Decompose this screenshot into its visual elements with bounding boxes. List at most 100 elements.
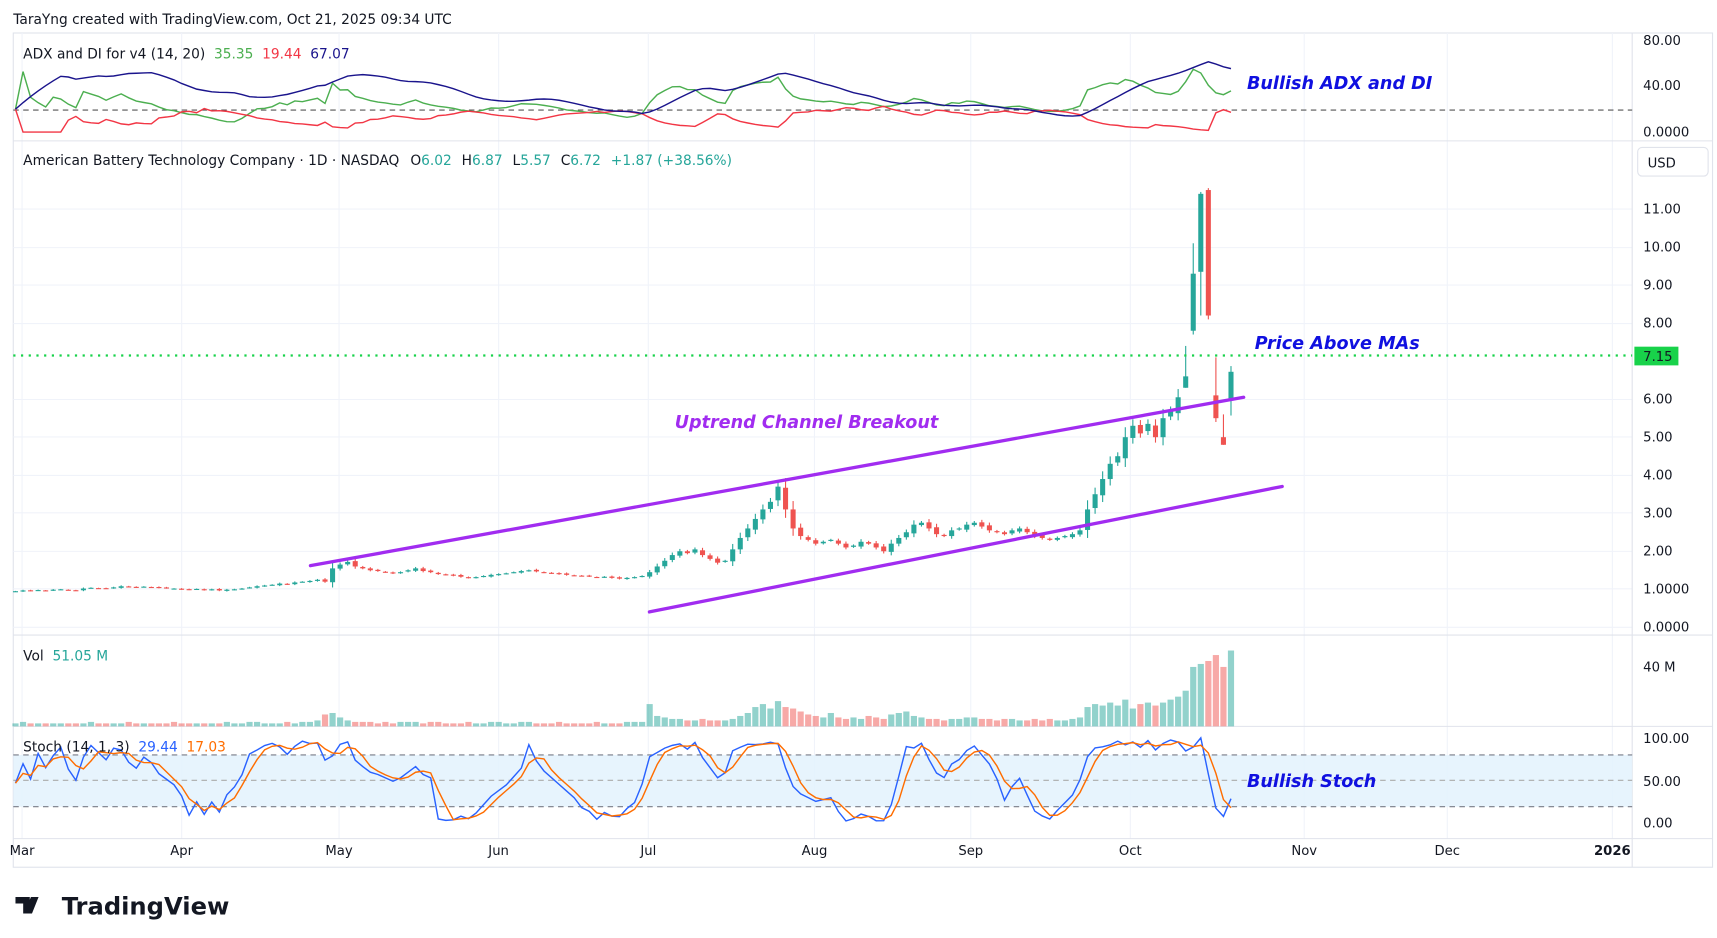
volume-bar	[563, 723, 570, 727]
candle-body	[367, 568, 373, 571]
candle-body	[526, 570, 532, 572]
volume-bar	[767, 708, 774, 727]
candle-body	[654, 566, 660, 573]
volume-bar	[918, 717, 925, 727]
candle-body	[390, 572, 396, 574]
candle-body	[88, 587, 94, 589]
volume-bar	[65, 723, 72, 727]
chart-frame	[12, 32, 1714, 868]
candle-body	[511, 572, 517, 574]
volume-bar	[706, 720, 714, 727]
channel-annotation[interactable]: Uptrend Channel Breakout	[675, 413, 939, 433]
volume-bar	[163, 723, 170, 727]
candle-body	[956, 528, 962, 530]
tradingview-logo[interactable]: TradingView	[15, 893, 229, 921]
candle-body	[163, 587, 170, 589]
stoch-pane[interactable]: Stoch (14, 1, 3) 29.44 17.03 Bullish Sto…	[13, 732, 1689, 832]
volume-bar	[1197, 663, 1204, 727]
volume-bar	[412, 721, 419, 727]
candle-body	[881, 546, 887, 552]
volume-bar	[722, 720, 729, 727]
candle-body	[201, 589, 207, 591]
time-axis[interactable]: Mar Apr May Jun Jul Aug Sep Oct Nov Dec 2026	[10, 844, 1631, 859]
volume-bar	[291, 723, 298, 727]
adx-pane[interactable]: ADX and DI for v4 (14, 20) 35.35 19.44 6…	[13, 34, 1689, 140]
adx-annotation[interactable]: Bullish ADX and DI	[1247, 74, 1433, 94]
candle-body	[911, 524, 917, 534]
candle-body	[873, 543, 879, 548]
volume-bar	[72, 723, 79, 727]
channel-upper-line[interactable]	[308, 395, 1246, 568]
channel-lower-line[interactable]	[647, 484, 1284, 614]
price-pane[interactable]: American Battery Technology Company · 1D…	[12, 146, 1709, 636]
candle-body	[1077, 530, 1083, 535]
candle-body	[126, 586, 132, 588]
volume-bar	[1107, 702, 1114, 727]
price-axis-label: 5.00	[1643, 431, 1672, 446]
volume-bar	[714, 720, 721, 727]
price-axis-label: 4.00	[1643, 469, 1672, 484]
volume-bar	[925, 718, 933, 727]
candle-body	[262, 585, 268, 587]
volume-bar	[148, 723, 155, 727]
candle-body	[246, 587, 253, 589]
candle-body	[828, 539, 834, 541]
volume-bar	[744, 712, 751, 727]
volume-bar	[631, 721, 638, 727]
ma-annotation[interactable]: Price Above MAs	[1255, 334, 1420, 354]
price-legend: American Battery Technology Company · 1D…	[23, 153, 732, 169]
candle-body	[548, 572, 555, 574]
candle-body	[669, 555, 675, 560]
volume-bar	[367, 721, 374, 727]
high-label: H	[462, 153, 472, 169]
volume-bar	[1190, 666, 1197, 727]
close-label: C	[561, 153, 571, 169]
candle-body	[299, 581, 305, 583]
volume-bar	[50, 723, 57, 727]
candlesticks	[12, 188, 1234, 593]
volume-bar	[888, 714, 895, 727]
volume-bar	[488, 721, 495, 727]
candle-body	[330, 568, 336, 583]
volume-bar	[1144, 702, 1152, 727]
candle-body	[926, 522, 932, 529]
volume-bar	[684, 720, 691, 727]
candle-body	[428, 570, 434, 573]
candle-body	[1107, 463, 1113, 480]
volume-bar	[1220, 666, 1227, 727]
candle-body	[352, 561, 358, 567]
volume-bar	[450, 723, 457, 727]
volume-value: 51.05 M	[53, 648, 109, 664]
time-axis-label: 2026	[1594, 844, 1631, 859]
candle-body	[1054, 537, 1060, 540]
candle-body	[80, 588, 86, 591]
candle-body	[111, 587, 117, 589]
volume-bar	[616, 723, 623, 727]
volume-bar	[12, 723, 19, 727]
candle-body	[518, 571, 524, 573]
stoch-annotation[interactable]: Bullish Stoch	[1247, 772, 1376, 792]
volume-bar	[1024, 720, 1031, 727]
volume-bar	[827, 712, 834, 727]
candle-body	[609, 576, 615, 578]
candle-body	[458, 574, 464, 577]
candle-body	[375, 569, 381, 572]
volume-bar	[27, 723, 34, 727]
candle-body	[805, 537, 811, 540]
volume-bar	[1054, 720, 1061, 727]
candle-body	[20, 590, 26, 592]
price-axis[interactable]: 11.00 10.00 9.00 8.00 6.00 5.00 4.00 3.00 2.00 1.…	[1643, 202, 1689, 635]
candle-body	[903, 532, 909, 538]
volume-bar	[472, 723, 480, 727]
volume-bar	[216, 723, 223, 727]
volume-legend: Vol 51.05 M	[23, 648, 108, 664]
change-value: +1.87 (+38.56%)	[611, 153, 732, 169]
currency-button[interactable]	[1637, 146, 1709, 177]
candle-body	[949, 530, 955, 537]
candle-body	[564, 573, 570, 575]
volume-bar	[1205, 660, 1212, 727]
time-axis-label: Jul	[639, 844, 656, 859]
candle-body	[1039, 534, 1045, 538]
volume-pane[interactable]: Vol 51.05 M 40 M	[12, 648, 1676, 727]
